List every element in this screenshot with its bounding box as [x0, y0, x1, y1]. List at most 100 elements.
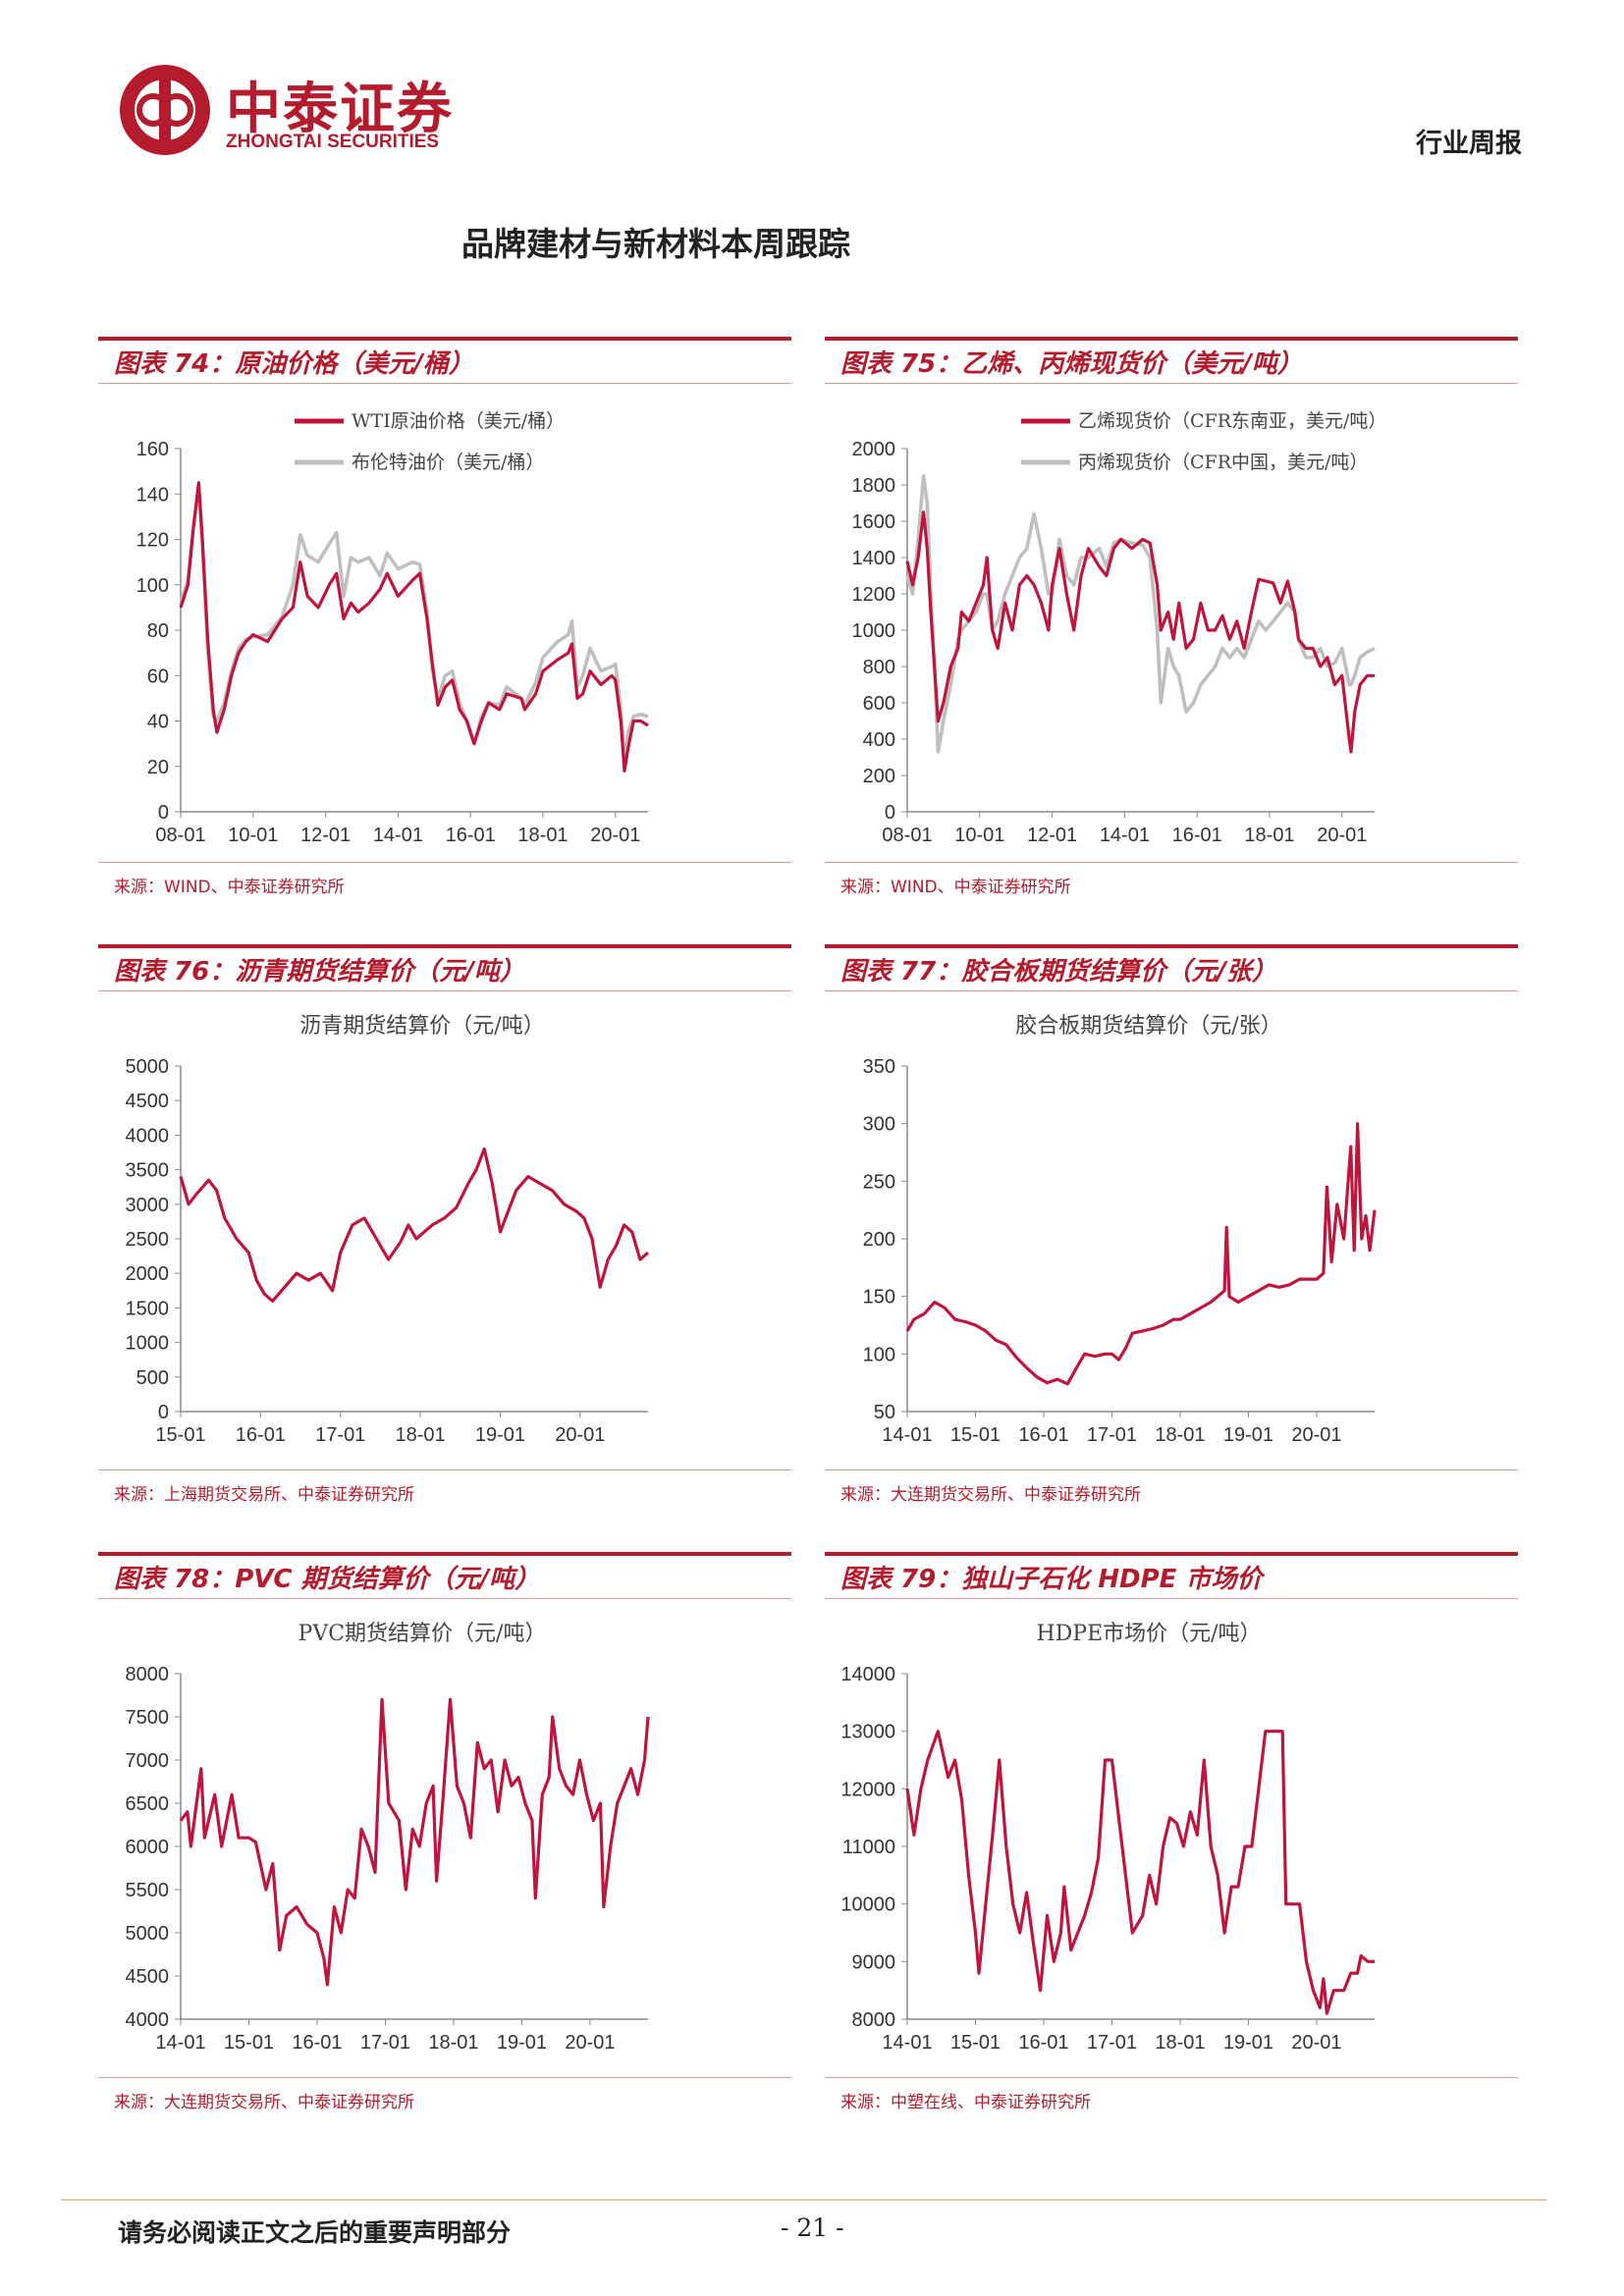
x-tick-label: 19-01 — [1223, 2032, 1273, 2054]
chart-title: HDPE市场价（元/吨） — [1036, 1622, 1261, 1646]
y-tick-label: 100 — [136, 575, 169, 597]
x-tick-label: 16-01 — [292, 2032, 342, 2054]
y-tick-label: 2000 — [126, 1263, 170, 1285]
y-tick-label: 4500 — [126, 1091, 170, 1112]
y-tick-label: 60 — [147, 666, 169, 687]
chart-panel-76: 图表 76：沥青期货结算价（元/吨） 沥青期货结算价（元/吨） 0 500 1000 1… — [98, 944, 791, 1510]
series-line-primary — [179, 1147, 650, 1303]
x-tick-label: 15-01 — [950, 2032, 1001, 2054]
series-line-primary — [905, 1122, 1377, 1386]
series-line-primary — [905, 1730, 1375, 2015]
x-tick-label: 20-01 — [565, 2032, 615, 2054]
panel-title: 图表 78：PVC 期货结算价（元/吨） — [114, 1565, 541, 1594]
legend-label: WTI原油价格（美元/桶） — [352, 410, 565, 432]
x-tick-label: 18-01 — [428, 2032, 478, 2054]
x-tick-label: 19-01 — [475, 1424, 525, 1446]
company-logo: 中泰证券 ZHONGTAI SECURITIES — [116, 61, 499, 164]
x-tick-label: 14-01 — [373, 825, 423, 846]
panel-title: 图表 75：乙烯、丙烯现货价（美元/吨） — [840, 349, 1303, 379]
panel-header: 图表 78：PVC 期货结算价（元/吨） — [98, 1552, 791, 1599]
y-tick-label: 80 — [147, 620, 169, 642]
x-tick-label: 16-01 — [1018, 2032, 1068, 2054]
x-tick-label: 15-01 — [224, 2032, 274, 2054]
x-tick-label: 20-01 — [1291, 2032, 1341, 2054]
footer-divider — [61, 2199, 1546, 2201]
y-tick-label: 8000 — [126, 1664, 170, 1685]
legend-label: 布伦特油价（美元/桶） — [352, 452, 544, 473]
panel-header: 图表 79：独山子石化 HDPE 市场价 — [825, 1552, 1518, 1599]
x-tick-label: 12-01 — [300, 825, 351, 846]
footer-disclaimer: 请务必阅读正文之后的重要声明部分 — [118, 2218, 512, 2247]
x-tick-label: 08-01 — [882, 825, 932, 846]
y-tick-label: 200 — [863, 1229, 895, 1251]
x-tick-label: 20-01 — [1291, 1424, 1341, 1446]
y-tick-label: 14000 — [840, 1664, 895, 1685]
y-tick-label: 50 — [874, 1402, 895, 1423]
x-tick-label: 18-01 — [1244, 825, 1294, 846]
chart-panel-74: 图表 74：原油价格（美元/桶） WTI原油价格（美元/桶） 布伦特油价（美元/桶… — [98, 337, 791, 902]
x-tick-label: 14-01 — [155, 2032, 205, 2054]
x-tick-label: 15-01 — [155, 1424, 205, 1446]
x-tick-label: 08-01 — [155, 825, 205, 846]
series-line-secondary — [905, 474, 1376, 754]
x-tick-label: 18-01 — [1155, 1424, 1205, 1446]
chart-panel-75: 图表 75：乙烯、丙烯现货价（美元/吨） 乙烯现货价（CFR东南亚，美元/吨） 丙… — [825, 337, 1518, 902]
panel-source: 来源：WIND、中泰证券研究所 — [98, 862, 791, 902]
series-line-secondary — [179, 485, 649, 764]
x-tick-label: 20-01 — [590, 825, 640, 846]
y-tick-label: 800 — [863, 657, 895, 678]
y-tick-label: 1000 — [126, 1333, 170, 1355]
y-tick-label: 8000 — [852, 2009, 896, 2031]
chart-panel-78: 图表 78：PVC 期货结算价（元/吨） PVC期货结算价（元/吨） 4000 45… — [98, 1552, 791, 2117]
y-tick-label: 10000 — [840, 1895, 895, 1916]
panel-header: 图表 77：胶合板期货结算价（元/张） — [825, 944, 1518, 991]
y-tick-label: 150 — [863, 1287, 895, 1308]
y-tick-label: 2000 — [852, 439, 896, 460]
legend-label: 丙烯现货价（CFR中国，美元/吨） — [1078, 452, 1368, 473]
panel-source: 来源：大连期货交易所、中泰证券研究所 — [825, 1469, 1518, 1510]
x-tick-label: 19-01 — [1223, 1424, 1273, 1446]
chart-panel-77: 图表 77：胶合板期货结算价（元/张） 胶合板期货结算价（元/张） 50 100 15… — [825, 944, 1518, 1510]
y-tick-label: 1500 — [126, 1298, 170, 1319]
panel-source: 来源：中塑在线、中泰证券研究所 — [825, 2077, 1518, 2117]
y-tick-label: 4500 — [126, 1966, 170, 1988]
logo-text-en: ZHONGTAI SECURITIES — [226, 132, 440, 152]
y-tick-label: 20 — [147, 757, 169, 778]
x-tick-label: 17-01 — [360, 2032, 410, 2054]
y-tick-label: 7000 — [126, 1750, 170, 1772]
panel-header: 图表 75：乙烯、丙烯现货价（美元/吨） — [825, 337, 1518, 384]
chart-77: 胶合板期货结算价（元/张） 50 100 150 200 250 300 350 14-01 15… — [863, 1014, 1377, 1446]
chart-74: WTI原油价格（美元/桶） 布伦特油价（美元/桶） 0 20 40 60 80 100 120 1… — [136, 410, 649, 846]
section-title: 品牌建材与新材料本周跟踪 — [461, 225, 850, 263]
y-tick-label: 5500 — [126, 1880, 170, 1901]
y-tick-label: 1000 — [852, 620, 896, 642]
x-tick-label: 10-01 — [228, 825, 278, 846]
x-tick-label: 14-01 — [882, 1424, 932, 1446]
y-tick-label: 600 — [863, 693, 895, 715]
y-tick-label: 120 — [136, 530, 169, 552]
series-line-primary — [179, 481, 649, 773]
y-tick-label: 1400 — [852, 548, 896, 569]
panel-source: 来源：上海期货交易所、中泰证券研究所 — [98, 1469, 791, 1510]
y-tick-label: 0 — [158, 802, 169, 824]
page-number: - 21 - — [781, 2214, 844, 2242]
x-tick-label: 19-01 — [497, 2032, 547, 2054]
logo-text-cn: 中泰证券 — [226, 78, 454, 141]
y-tick-label: 1200 — [852, 584, 896, 606]
x-tick-label: 12-01 — [1027, 825, 1077, 846]
panel-title: 图表 76：沥青期货结算价（元/吨） — [114, 957, 525, 987]
y-tick-label: 4000 — [126, 2009, 170, 2031]
x-tick-label: 17-01 — [315, 1424, 365, 1446]
x-tick-label: 17-01 — [1087, 1424, 1137, 1446]
x-tick-label: 18-01 — [396, 1424, 446, 1446]
y-tick-label: 7500 — [126, 1707, 170, 1729]
y-tick-label: 0 — [158, 1402, 169, 1423]
y-tick-label: 3000 — [126, 1195, 170, 1216]
chart-panel-79: 图表 79：独山子石化 HDPE 市场价 HDPE市场价（元/吨） 8000 900… — [825, 1552, 1518, 2117]
report-type: 行业周报 — [1416, 129, 1522, 159]
x-tick-label: 16-01 — [446, 825, 496, 846]
chart-78: PVC期货结算价（元/吨） 4000 4500 5000 5500 6000 6500 700… — [126, 1622, 650, 2054]
y-tick-label: 6500 — [126, 1793, 170, 1815]
y-tick-label: 350 — [863, 1056, 895, 1078]
x-tick-label: 15-01 — [950, 1424, 1001, 1446]
